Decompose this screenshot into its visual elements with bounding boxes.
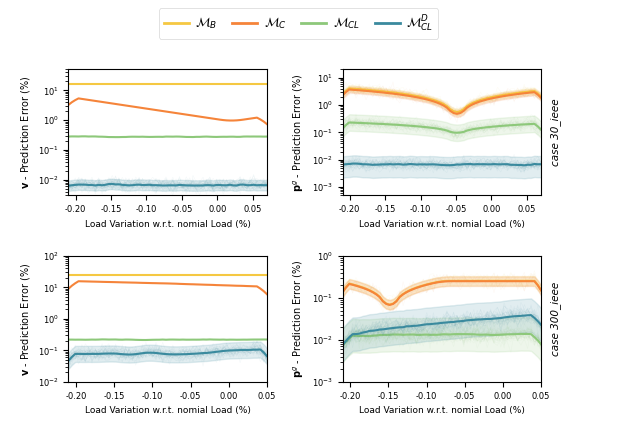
Text: case 300_ieee: case 300_ieee (550, 282, 562, 356)
X-axis label: Load Variation w.r.t. nomial Load (%): Load Variation w.r.t. nomial Load (%) (359, 220, 525, 229)
Y-axis label: $\mathbf{v}$ - Prediction Error (%): $\mathbf{v}$ - Prediction Error (%) (19, 262, 32, 375)
Legend: $\mathcal{M}_B$, $\mathcal{M}_C$, $\mathcal{M}_{CL}$, $\mathcal{M}_{CL}^D$: $\mathcal{M}_B$, $\mathcal{M}_C$, $\math… (159, 8, 438, 39)
Y-axis label: $\mathbf{v}$ - Prediction Error (%): $\mathbf{v}$ - Prediction Error (%) (19, 76, 32, 189)
Text: case 30_ieee: case 30_ieee (550, 99, 562, 166)
X-axis label: Load Variation w.r.t. nomial Load (%): Load Variation w.r.t. nomial Load (%) (85, 406, 251, 415)
X-axis label: Load Variation w.r.t. nomial Load (%): Load Variation w.r.t. nomial Load (%) (85, 220, 251, 229)
X-axis label: Load Variation w.r.t. nomial Load (%): Load Variation w.r.t. nomial Load (%) (359, 406, 525, 415)
Y-axis label: $\mathbf{p}^g$ - Prediction Error (%): $\mathbf{p}^g$ - Prediction Error (%) (292, 260, 306, 378)
Y-axis label: $\mathbf{p}^g$ - Prediction Error (%): $\mathbf{p}^g$ - Prediction Error (%) (292, 73, 306, 192)
